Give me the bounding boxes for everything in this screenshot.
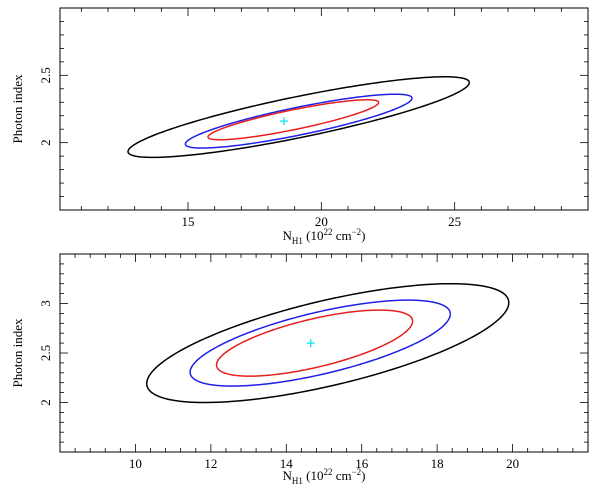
best-fit-marker [306,339,315,348]
y-tick-label: 3 [38,300,53,307]
x-tick-label: 16 [355,456,369,471]
x-tick-label: 12 [204,456,217,471]
contour-inner [207,99,380,141]
contour-middle [184,93,413,149]
x-axis: 15 20 25 [80,8,589,229]
plot-frame [59,7,589,211]
y-axis-label: Photon index [10,74,25,143]
plot-frame [59,253,589,453]
x-tick-label: 25 [448,214,461,229]
x-axis-label: NH1 (1022 cm−2) [282,227,365,246]
contours [127,76,471,159]
y-tick-label: 2.5 [38,345,53,361]
x-axis: 10 12 14 16 18 20 [59,254,589,471]
contour-middle [189,299,452,387]
best-fit-marker [280,117,288,126]
x-tick-label: 15 [182,214,195,229]
contour-outer [145,282,510,404]
y-tick-label: 2 [38,139,53,146]
x-tick-label: 18 [431,456,444,471]
x-tick-label: 10 [129,456,142,471]
x-axis-label: NH1 (1022 cm−2) [282,467,365,486]
y-axis: 22.53 [38,253,588,453]
y-tick-label: 2.5 [38,67,53,83]
y-axis: 22.5 [38,7,588,211]
x-tick-label: 20 [315,214,328,229]
x-tick-label: 14 [280,456,294,471]
contour-inner [215,309,414,377]
y-tick-label: 2 [38,399,53,406]
contours [145,282,510,404]
x-tick-label: 20 [506,456,519,471]
contour-outer [127,76,471,159]
y-axis-label: Photon index [10,318,25,387]
